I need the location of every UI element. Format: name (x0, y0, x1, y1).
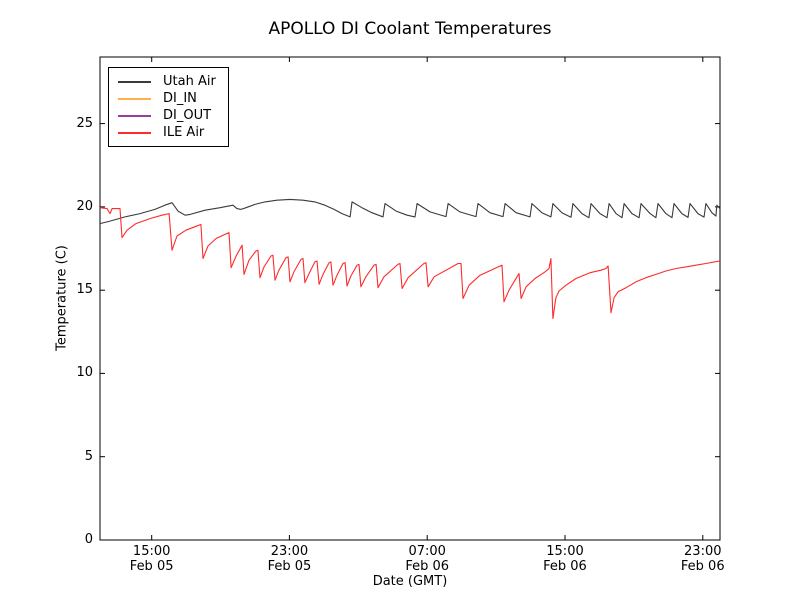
x-tick-label: 23:00 Feb 06 (658, 544, 748, 574)
x-tick-date: Feb 06 (543, 559, 587, 574)
x-tick-label: 15:00 Feb 05 (107, 544, 197, 574)
y-tick-label: 25 (76, 115, 93, 131)
y-tick-label: 20 (76, 198, 93, 214)
legend-item-ile-air: ILE Air (118, 124, 216, 141)
axes-frame (99, 56, 721, 541)
x-tick-time: 23:00 (270, 544, 309, 559)
y-tick-label: 0 (84, 532, 93, 547)
legend-label: DI_OUT (163, 108, 212, 123)
x-axis-label: Date (GMT) (372, 574, 448, 589)
x-tick-date: Feb 06 (405, 559, 450, 574)
legend-item-di-in: DI_IN (118, 90, 216, 107)
legend-item-di-out: DI_OUT (118, 107, 216, 124)
legend-line-sample (118, 114, 151, 117)
x-tick-time: 15:00 (546, 544, 584, 559)
legend-line-sample (118, 80, 151, 83)
x-tick-time: 07:00 (408, 544, 446, 559)
y-tick-label: 10 (76, 365, 93, 381)
x-tick-date: Feb 05 (267, 559, 312, 574)
series-line-utah-air (99, 198, 721, 225)
series-line-ile-air (99, 207, 721, 320)
legend-label: Utah Air (163, 74, 216, 89)
x-tick-time: 23:00 (684, 544, 722, 559)
legend: Utah Air DI_IN DI_OUT ILE Air (108, 67, 229, 147)
legend-item-utah-air: Utah Air (118, 73, 216, 90)
x-tick-time: 15:00 (132, 544, 171, 559)
legend-label: ILE Air (163, 125, 205, 140)
x-tick-date: Feb 05 (129, 559, 174, 574)
chart-title: APOLLO DI Coolant Temperatures (268, 19, 552, 39)
x-tick-label: 07:00 Feb 06 (382, 544, 472, 574)
legend-line-sample (118, 131, 151, 134)
x-tick-date: Feb 06 (680, 559, 725, 574)
legend-line-sample (118, 97, 151, 100)
x-tick-label: 23:00 Feb 05 (244, 544, 334, 574)
y-tick-label: 15 (76, 282, 93, 298)
x-tick-label: 15:00 Feb 06 (520, 544, 610, 574)
legend-label: DI_IN (163, 91, 197, 106)
y-tick-label: 5 (84, 448, 93, 464)
